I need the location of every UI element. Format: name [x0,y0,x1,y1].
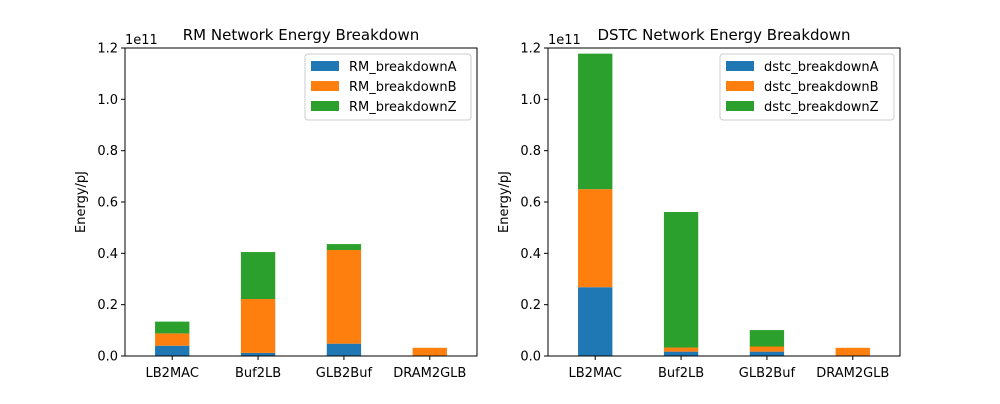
y-tick-label: 1.0 [97,93,118,108]
y-tick-label: 0.2 [97,298,118,313]
bar-dstc_breakdownB-Buf2LB [663,347,699,352]
x-tick-label: GLB2Buf [316,366,373,381]
bar-RM_breakdownB-GLB2Buf [326,249,362,344]
chart-title: RM Network Energy Breakdown [183,26,420,44]
bar-RM_breakdownA-LB2MAC [155,345,190,356]
bar-dstc_breakdownA-Buf2LB [663,351,699,356]
legend-entry: RM_breakdownZ [349,100,457,115]
bar-RM_breakdownB-LB2MAC [155,333,190,346]
y-offset-text: 1e11 [125,33,158,48]
x-tick-label: LB2MAC [569,366,622,381]
bar-RM_breakdownZ-Buf2LB [240,252,276,300]
chart-panel-1: 0.0 0.2 0.4 0.6 0.8 1.0 1.2 LB2MAC Buf2LB GLB2Buf… [74,26,478,381]
legend: dstc_breakdownA dstc_breakdownB dstc_break… [719,53,895,121]
legend-swatch [726,101,754,111]
y-tick-label: 1.2 [520,42,541,57]
legend-swatch [311,61,339,71]
chart-title: DSTC Network Energy Breakdown [598,26,851,44]
chart-panel-2: 0.0 0.2 0.4 0.6 0.8 1.0 1.2 LB2MAC Buf2LB GLB2Buf… [497,26,901,381]
bar-RM_breakdownZ-LB2MAC [155,321,190,334]
legend-entry: RM_breakdownB [349,80,457,95]
x-tick-label: Buf2LB [235,366,281,381]
y-tick-label: 0.0 [97,350,118,365]
bar-RM_breakdownB-DRAM2GLB [412,347,447,356]
x-tick-label: Buf2LB [658,366,704,381]
y-tick-label: 0.2 [520,298,541,313]
bar-RM_breakdownZ-GLB2Buf [326,244,362,250]
legend-entry: dstc_breakdownZ [764,100,879,115]
y-axis-label: Energy/pJ [74,171,89,233]
y-tick-label: 0.4 [97,247,118,262]
x-tick-label: GLB2Buf [739,366,796,381]
x-tick-label: LB2MAC [146,366,199,381]
y-tick-label: 0.0 [520,350,541,365]
bar-dstc_breakdownA-LB2MAC [578,287,613,356]
y-offset-text: 1e11 [548,33,581,48]
legend-entry: dstc_breakdownA [764,60,879,75]
y-tick-label: 0.8 [97,144,118,159]
y-tick-label: 0.8 [520,144,541,159]
legend-swatch [726,81,754,91]
x-tick-label: DRAM2GLB [816,366,889,381]
y-axis-label: Energy/pJ [497,171,512,233]
legend-swatch [311,81,339,91]
bar-RM_breakdownB-Buf2LB [240,299,276,353]
legend-swatch [311,101,339,111]
bars [155,244,447,356]
legend-swatch [726,61,754,71]
bar-dstc_breakdownB-GLB2Buf [749,346,785,352]
legend-box [304,53,472,121]
y-tick-label: 0.6 [97,196,118,211]
y-tick-label: 1.2 [97,42,118,57]
bar-dstc_breakdownB-DRAM2GLB [835,347,870,356]
legend-box [719,53,895,121]
y-tick-label: 0.6 [520,196,541,211]
y-tick-label: 0.4 [520,247,541,262]
bar-RM_breakdownA-GLB2Buf [326,343,362,356]
bars [578,53,870,356]
legend: RM_breakdownA RM_breakdownB RM_breakdownZ [304,53,472,121]
bar-dstc_breakdownZ-LB2MAC [578,53,613,190]
bar-dstc_breakdownB-LB2MAC [578,189,613,288]
bar-dstc_breakdownZ-Buf2LB [663,212,699,348]
y-tick-label: 1.0 [520,93,541,108]
legend-entry: RM_breakdownA [349,60,457,75]
bar-RM_breakdownA-Buf2LB [240,352,276,356]
bar-dstc_breakdownA-GLB2Buf [749,351,785,356]
bar-dstc_breakdownZ-GLB2Buf [749,330,785,347]
legend-entry: dstc_breakdownB [764,80,879,95]
x-tick-label: DRAM2GLB [393,366,466,381]
